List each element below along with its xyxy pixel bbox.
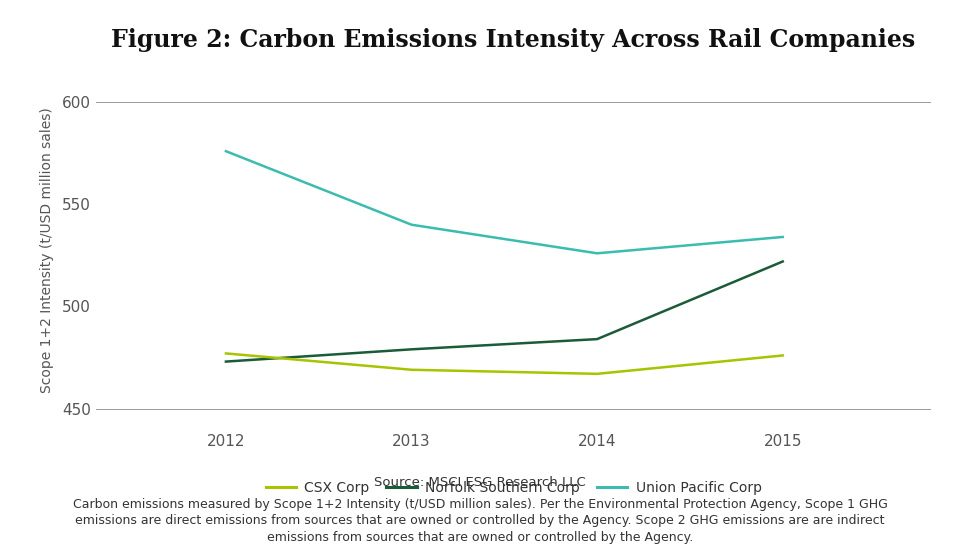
Text: emissions from sources that are owned or controlled by the Agency.: emissions from sources that are owned or… xyxy=(267,531,693,544)
Y-axis label: Scope 1+2 Intensity (t/USD million sales): Scope 1+2 Intensity (t/USD million sales… xyxy=(39,107,54,393)
Title: Figure 2: Carbon Emissions Intensity Across Rail Companies: Figure 2: Carbon Emissions Intensity Acr… xyxy=(111,28,916,52)
Text: Source: MSCI ESG Research LLC: Source: MSCI ESG Research LLC xyxy=(374,476,586,489)
Text: emissions are direct emissions from sources that are owned or controlled by the : emissions are direct emissions from sour… xyxy=(75,514,885,527)
Text: Carbon emissions measured by Scope 1+2 Intensity (t/USD million sales). Per the : Carbon emissions measured by Scope 1+2 I… xyxy=(73,498,887,511)
Legend: CSX Corp, Norfolk Southern Corp, Union Pacific Corp: CSX Corp, Norfolk Southern Corp, Union P… xyxy=(260,476,767,500)
